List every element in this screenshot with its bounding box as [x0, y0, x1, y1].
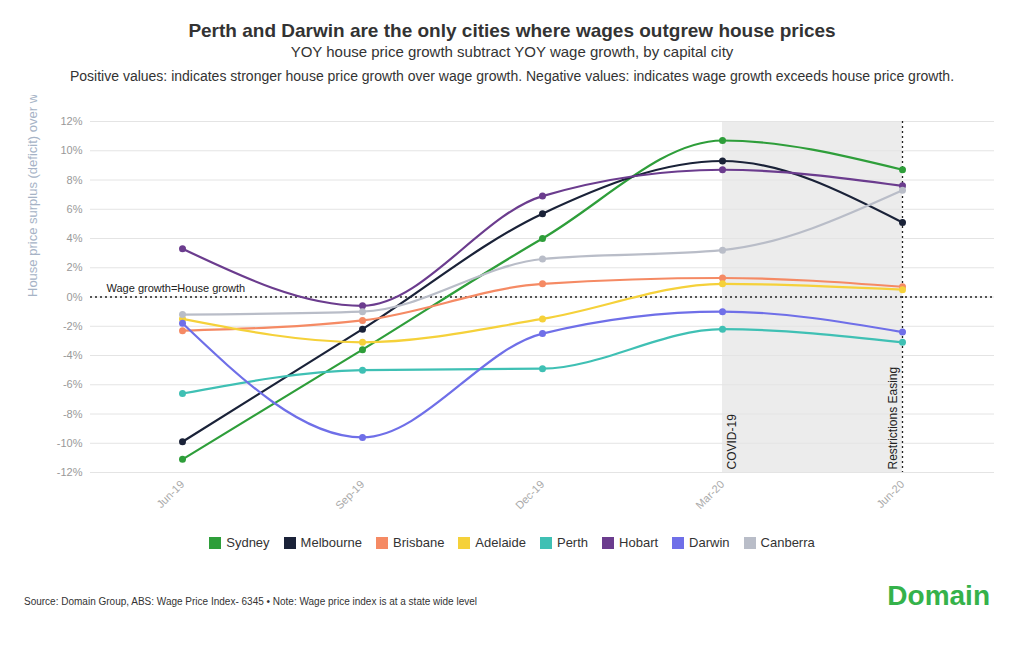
- svg-text:-6%: -6%: [63, 378, 83, 390]
- svg-text:Dec-19: Dec-19: [513, 478, 547, 512]
- html-text:Perth and Darwin are the only: Perth and Darwin are the only cities whe…: [188, 20, 836, 41]
- svg-text:Wage growth=House growth: Wage growth=House growth: [107, 282, 246, 294]
- html-text:Melbourne: Melbourne: [300, 535, 362, 550]
- html-text:Positive values: indicates str: Positive values: indicates stronger hous…: [70, 68, 954, 84]
- svg-text:-8%: -8%: [63, 408, 83, 420]
- svg-text:-10%: -10%: [57, 437, 83, 449]
- html-text:Source: Domain Group, ABS: Wag: Source: Domain Group, ABS: Wage Price In…: [24, 596, 477, 607]
- svg-text:Sep-19: Sep-19: [333, 478, 367, 512]
- svg-text:4%: 4%: [67, 232, 83, 244]
- svg-text:Mar-20: Mar-20: [693, 478, 726, 511]
- html-text:Perth: Perth: [557, 535, 588, 550]
- svg-text:House price surplus (deficit): House price surplus (deficit) over wages: [25, 95, 40, 297]
- html-text:Sydney: Sydney: [226, 535, 270, 550]
- html-text:Brisbane: Brisbane: [393, 535, 445, 550]
- html-text:Adelaide: Adelaide: [475, 535, 526, 550]
- svg-text:10%: 10%: [60, 144, 82, 156]
- svg-text:12%: 12%: [60, 115, 82, 127]
- svg-text:Jun-20: Jun-20: [874, 478, 906, 510]
- svg-text:6%: 6%: [67, 203, 83, 215]
- svg-text:2%: 2%: [67, 261, 83, 273]
- html-text:Canberra: Canberra: [760, 535, 815, 550]
- svg-text:Jun-19: Jun-19: [154, 478, 186, 510]
- svg-text:8%: 8%: [67, 174, 83, 186]
- html-text:Hobart: Hobart: [619, 535, 659, 550]
- html-text:Domain: Domain: [887, 580, 990, 611]
- svg-text:Restrictions Easing: Restrictions Easing: [886, 367, 900, 470]
- html-text:YOY house price growth subtrac: YOY house price growth subtract YOY wage…: [290, 43, 734, 60]
- svg-text:-2%: -2%: [63, 320, 83, 332]
- svg-text:-12%: -12%: [57, 466, 83, 478]
- svg-text:COVID-19: COVID-19: [725, 414, 739, 470]
- svg-text:0%: 0%: [67, 291, 83, 303]
- svg-text:-4%: -4%: [63, 349, 83, 361]
- html-text:Darwin: Darwin: [689, 535, 730, 550]
